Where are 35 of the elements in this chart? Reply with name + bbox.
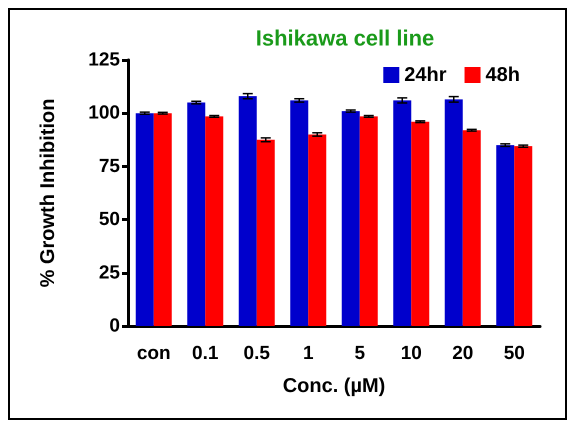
x-tick-label: 0.1 (192, 343, 219, 364)
bar (136, 113, 154, 326)
bar (308, 134, 326, 326)
bar (290, 100, 308, 326)
bar (154, 113, 172, 326)
x-tick-label: 10 (400, 343, 422, 364)
chart-title: Ishikawa cell line (256, 26, 434, 50)
bar (496, 145, 514, 326)
bar (360, 116, 378, 326)
y-tick-label: 75 (98, 156, 120, 177)
x-axis-title: Conc. (µM) (282, 375, 386, 397)
bar (187, 102, 206, 326)
bar (342, 111, 360, 326)
bar (205, 116, 224, 326)
bar (238, 96, 257, 326)
y-tick-label: 25 (98, 262, 120, 284)
x-tick-label: 50 (504, 343, 525, 364)
y-tick-label: 50 (98, 209, 120, 230)
bar (411, 122, 430, 326)
x-tick-label: con (136, 343, 171, 364)
y-axis-title: % Growth Inhibition (37, 98, 59, 288)
x-tick-label: 0.5 (244, 343, 270, 364)
legend-label: 48h (486, 64, 520, 86)
y-tick-label: 0 (109, 316, 120, 336)
bar (444, 99, 463, 326)
bar (462, 130, 481, 326)
y-tick-label: 125 (88, 50, 120, 70)
bar (393, 100, 412, 326)
y-tick-label: 100 (88, 102, 120, 124)
x-tick-label: 20 (452, 343, 474, 364)
x-tick-label: 5 (354, 343, 366, 364)
bar (256, 140, 275, 326)
x-tick-label: 1 (302, 343, 314, 364)
legend-label: 24hr (404, 64, 447, 86)
bar (514, 146, 532, 326)
